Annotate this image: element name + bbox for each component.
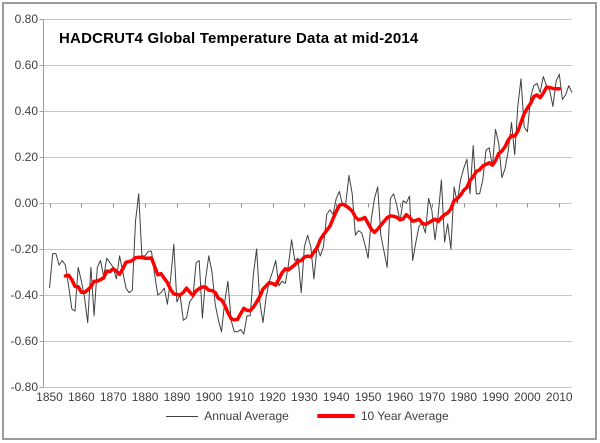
chart-title: HADCRUT4 Global Temperature Data at mid-…	[59, 30, 419, 47]
x-axis-label-1920: 1920	[259, 390, 286, 404]
legend-item-annual-average: Annual Average	[166, 409, 289, 423]
legend-label-10-year-average: 10 Year Average	[360, 409, 449, 423]
x-axis-label-1900: 1900	[195, 390, 223, 404]
legend: Annual Average 10 Year Average	[43, 407, 572, 425]
y-axis-label--0.60: -0.60	[10, 334, 38, 348]
legend-item-10-year-average: 10 Year Average	[316, 409, 449, 423]
x-axis-label-1970: 1970	[418, 390, 446, 404]
x-axis-label-2000: 2000	[514, 390, 541, 404]
x-axis-label-1960: 1960	[386, 390, 414, 404]
ten-year-average-line	[63, 85, 562, 322]
y-axis-label-0.80: 0.80	[14, 12, 38, 26]
x-axis-label-1950: 1950	[354, 390, 382, 404]
y-axis-label--0.20: -0.20	[10, 242, 38, 256]
x-axis-label-1930: 1930	[291, 390, 318, 404]
x-axis-label-1850: 1850	[36, 390, 63, 404]
x-axis-label-1940: 1940	[322, 390, 350, 404]
y-axis-label-0.20: 0.20	[14, 150, 38, 164]
annual-average-line-sample-icon	[166, 415, 199, 417]
y-axis-label-0.60: 0.60	[14, 58, 38, 72]
y-axis-label-0.40: 0.40	[14, 104, 38, 118]
x-axis-label-1990: 1990	[482, 390, 509, 404]
y-axis-label--0.40: -0.40	[10, 288, 38, 302]
y-axis-label--0.80: -0.80	[10, 380, 38, 394]
x-axis-label-1910: 1910	[227, 390, 254, 404]
annual-average-line	[49, 73, 573, 335]
legend-label-annual-average: Annual Average	[204, 409, 289, 423]
ten-year-average-line-sample-icon	[316, 414, 355, 418]
y-axis-label-0.00: 0.00	[14, 196, 38, 210]
x-axis-label-1880: 1880	[131, 390, 159, 404]
x-axis-label-1860: 1860	[68, 390, 95, 404]
x-axis-label-2010: 2010	[545, 390, 573, 404]
x-axis-label-1980: 1980	[450, 390, 478, 404]
x-axis-label-1890: 1890	[163, 390, 191, 404]
x-axis-label-1870: 1870	[99, 390, 127, 404]
